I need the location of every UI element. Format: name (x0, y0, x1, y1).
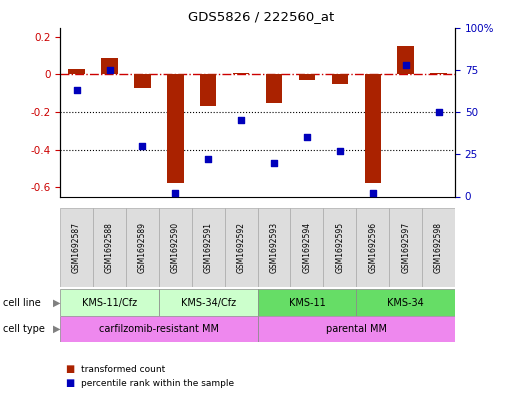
Text: carfilzomib-resistant MM: carfilzomib-resistant MM (99, 324, 219, 334)
Text: KMS-34: KMS-34 (387, 298, 424, 308)
Bar (200, 74, 217, 107)
Bar (233, 73, 249, 74)
Bar (159, 289, 257, 316)
Text: KMS-11: KMS-11 (289, 298, 325, 308)
Text: ■: ■ (65, 364, 75, 374)
Text: GSM1692593: GSM1692593 (269, 222, 279, 273)
Text: GSM1692587: GSM1692587 (72, 222, 81, 273)
Text: ▶: ▶ (53, 324, 60, 334)
Text: cell type: cell type (3, 324, 44, 334)
Bar (430, 73, 447, 74)
Point (105, 67, 113, 73)
Text: GDS5826 / 222560_at: GDS5826 / 222560_at (188, 10, 335, 23)
Bar (257, 289, 356, 316)
Bar (266, 74, 282, 103)
Bar (356, 208, 389, 287)
Text: GSM1692594: GSM1692594 (302, 222, 311, 273)
Bar (257, 208, 290, 287)
Bar (192, 208, 225, 287)
Text: transformed count: transformed count (81, 365, 165, 374)
Bar (422, 208, 455, 287)
Text: cell line: cell line (3, 298, 40, 308)
Bar (60, 316, 257, 342)
Point (171, 190, 179, 196)
Text: GSM1692596: GSM1692596 (368, 222, 377, 273)
Bar (134, 74, 151, 88)
Bar (257, 316, 455, 342)
Bar (365, 74, 381, 184)
Bar (101, 57, 118, 74)
Text: GSM1692598: GSM1692598 (434, 222, 443, 273)
Point (72, 87, 81, 93)
Bar (167, 74, 184, 184)
Bar (356, 289, 455, 316)
Bar (299, 74, 315, 80)
Point (369, 190, 377, 196)
Text: GSM1692592: GSM1692592 (236, 222, 246, 273)
Point (138, 143, 146, 149)
Bar (332, 74, 348, 84)
Text: ▶: ▶ (53, 298, 60, 308)
Point (336, 148, 344, 154)
Point (303, 134, 311, 141)
Bar (159, 208, 192, 287)
Text: percentile rank within the sample: percentile rank within the sample (81, 378, 234, 387)
Text: ■: ■ (65, 378, 75, 388)
Point (435, 109, 443, 115)
Text: parental MM: parental MM (326, 324, 387, 334)
Bar (60, 208, 93, 287)
Bar (389, 208, 422, 287)
Text: GSM1692591: GSM1692591 (204, 222, 213, 273)
Point (402, 62, 410, 68)
Point (204, 156, 212, 162)
Text: KMS-34/Cfz: KMS-34/Cfz (180, 298, 236, 308)
Text: GSM1692590: GSM1692590 (171, 222, 180, 273)
Text: KMS-11/Cfz: KMS-11/Cfz (82, 298, 137, 308)
Bar (397, 46, 414, 74)
Bar (60, 289, 159, 316)
Text: GSM1692588: GSM1692588 (105, 222, 114, 273)
Bar (69, 69, 85, 74)
Bar (126, 208, 159, 287)
Text: GSM1692589: GSM1692589 (138, 222, 147, 273)
Bar (93, 208, 126, 287)
Point (270, 160, 278, 166)
Point (237, 118, 245, 124)
Text: GSM1692597: GSM1692597 (401, 222, 410, 273)
Bar (323, 208, 356, 287)
Text: GSM1692595: GSM1692595 (335, 222, 344, 273)
Bar (225, 208, 257, 287)
Bar (290, 208, 323, 287)
